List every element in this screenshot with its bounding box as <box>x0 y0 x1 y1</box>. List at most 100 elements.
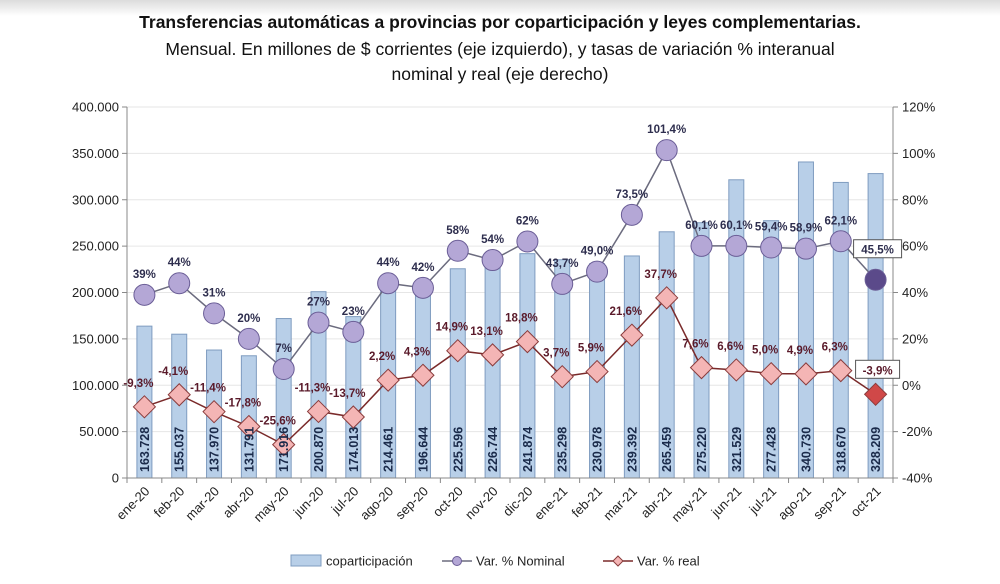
x-tick-label: may-20 <box>251 484 292 525</box>
nominal-value-label: 7% <box>275 343 292 355</box>
nominal-marker <box>481 249 504 272</box>
nominal-marker <box>794 237 817 260</box>
right-tick-label: 0% <box>902 378 921 393</box>
x-tick-label: nov-20 <box>462 484 501 523</box>
nominal-value-label: 54% <box>481 234 504 246</box>
nominal-marker <box>829 230 852 253</box>
legend-nominal-marker <box>452 556 462 566</box>
nominal-value-label: 62,1% <box>824 215 857 227</box>
nominal-marker <box>864 268 887 291</box>
nominal-value-label: 59,4% <box>755 222 788 234</box>
right-tick-label: -20% <box>902 424 933 439</box>
nominal-label-box <box>853 239 903 259</box>
bar-value-label: 163.728 <box>138 427 152 472</box>
x-tick-label: sep-21 <box>810 484 849 523</box>
real-marker <box>376 368 400 392</box>
left-tick-label: 250.000 <box>72 239 119 254</box>
legend-label-real: Var. % real <box>637 554 700 569</box>
real-marker <box>550 364 574 389</box>
real-value-label: 37,7% <box>644 269 677 281</box>
real-value-label: -25,6% <box>259 416 295 428</box>
right-tick-label: 100% <box>902 146 936 161</box>
bar-value-label: 214.461 <box>382 427 396 472</box>
bar-value-label: 155.037 <box>173 427 187 472</box>
left-tick-label: 50.000 <box>79 424 119 439</box>
legend-bar-swatch <box>290 554 322 567</box>
real-value-label: -17,8% <box>225 398 261 410</box>
x-tick-label: mar-21 <box>600 484 640 524</box>
nominal-value-label: 60,1% <box>720 220 753 232</box>
right-tick-label: -40% <box>902 471 933 486</box>
nominal-marker <box>725 234 748 257</box>
nominal-marker <box>446 239 469 262</box>
nominal-marker <box>377 272 400 295</box>
nominal-value-label: 101,4% <box>647 124 686 136</box>
left-tick-label: 350.000 <box>72 146 119 161</box>
real-value-label: -11,4% <box>190 383 226 395</box>
nominal-value-label: 23% <box>342 306 365 318</box>
real-marker <box>829 358 853 383</box>
nominal-marker <box>551 272 574 295</box>
nominal-value-label: 27% <box>307 297 330 309</box>
chart-subtitle-line2: nominal y real (eje derecho) <box>391 64 609 84</box>
nominal-marker <box>586 260 609 283</box>
right-tick-label: 120% <box>902 100 936 115</box>
real-marker <box>759 361 783 386</box>
nominal-value-label: 45,5% <box>861 245 894 257</box>
x-tick-label: jun-21 <box>708 484 745 521</box>
left-tick-label: 200.000 <box>72 285 119 300</box>
real-value-label: 5,9% <box>578 343 604 355</box>
nominal-marker <box>133 283 156 306</box>
x-tick-label: mar-20 <box>182 484 222 524</box>
bar-value-label: 225.596 <box>451 427 465 472</box>
data-labels: 163.728 155.037 137.970 131.791 171.916 200.8… <box>123 124 903 472</box>
nominal-marker <box>342 320 365 343</box>
real-value-label: -4,1% <box>158 366 188 378</box>
bar-value-label: 277.428 <box>765 427 779 472</box>
real-marker <box>341 405 366 429</box>
real-marker <box>167 383 191 407</box>
bar-value-label: 318.670 <box>834 427 848 472</box>
bar-value-label: 321.529 <box>730 427 744 472</box>
nominal-value-label: 42% <box>411 262 434 274</box>
nominal-value-label: 73,5% <box>616 189 649 201</box>
real-value-label: 6,6% <box>717 341 743 353</box>
nominal-value-label: 60,1% <box>685 220 718 232</box>
real-marker <box>585 359 609 384</box>
bar-value-label: 131.791 <box>242 427 256 472</box>
bar-value-label: 226.744 <box>486 427 500 472</box>
bar-value-label: 171.916 <box>277 427 291 472</box>
bar-value-label: 340.730 <box>799 427 813 472</box>
real-line <box>144 296 877 446</box>
real-marker <box>515 329 540 354</box>
lines <box>132 139 888 457</box>
nominal-marker <box>272 358 295 381</box>
x-tick-label: ene-21 <box>531 484 570 523</box>
nominal-value-label: 58% <box>446 225 469 237</box>
top-shadow <box>0 0 1000 16</box>
nominal-value-label: 49,0% <box>581 246 614 258</box>
nominal-marker <box>203 302 226 325</box>
legend-label-coparticipacion: coparticipación <box>326 554 413 569</box>
left-tick-label: 400.000 <box>72 100 119 115</box>
real-value-label: -3,9% <box>863 365 893 377</box>
x-tick-label: ago-20 <box>357 484 396 523</box>
nominal-marker <box>690 234 713 257</box>
real-value-label: 4,3% <box>404 346 430 358</box>
x-tick-label: ago-21 <box>775 484 814 523</box>
real-marker <box>446 338 470 363</box>
x-tick-label: dic-20 <box>500 484 536 520</box>
nominal-marker <box>307 311 330 334</box>
right-tick-label: 80% <box>902 192 928 207</box>
x-tick-label: feb-21 <box>568 484 605 521</box>
real-value-label: 4,9% <box>787 345 813 357</box>
nominal-marker <box>411 276 434 299</box>
right-tick-label: 40% <box>902 285 928 300</box>
real-marker <box>724 358 749 382</box>
real-value-label: -11,3% <box>295 382 331 394</box>
real-value-label: 14,9% <box>435 322 468 334</box>
real-value-label: 5,0% <box>752 345 778 357</box>
nominal-value-label: 43,7% <box>546 258 579 270</box>
real-marker <box>620 323 644 347</box>
real-value-label: 13,1% <box>470 326 503 338</box>
